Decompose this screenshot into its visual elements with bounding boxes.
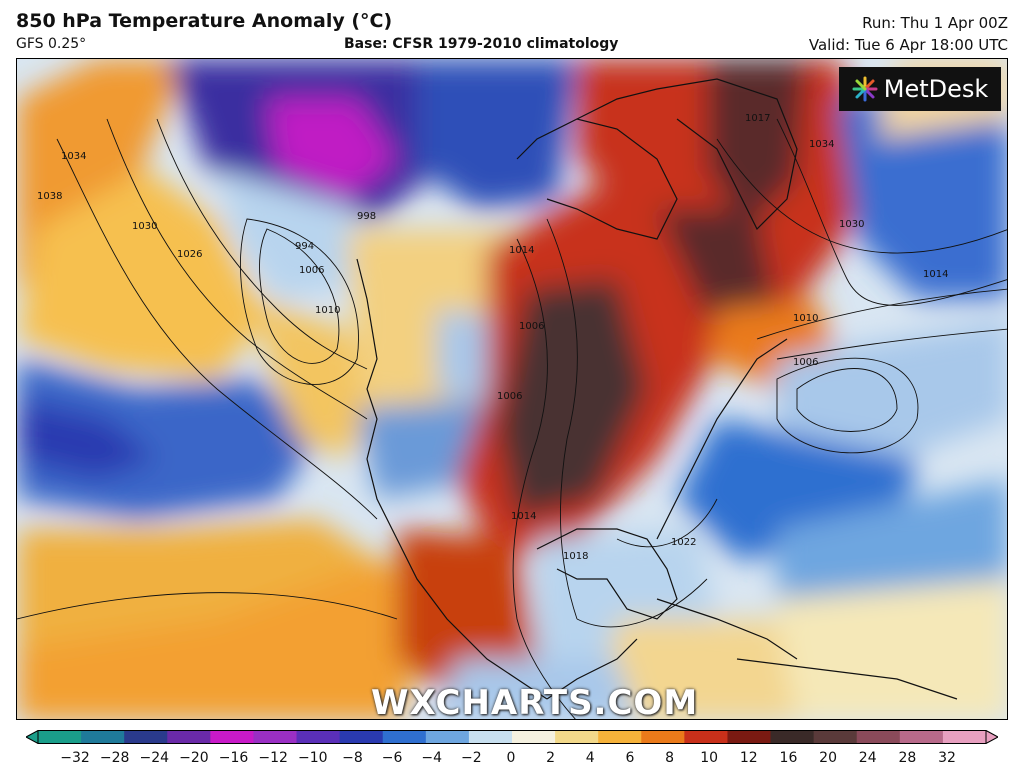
isobar-label: 994 bbox=[295, 241, 314, 252]
model-label: GFS 0.25° bbox=[16, 36, 87, 52]
colorbar-cell bbox=[555, 730, 599, 744]
colorbar-tick-label: −10 bbox=[298, 750, 328, 766]
colorbar-tick-label: −28 bbox=[99, 750, 130, 766]
colorbar-cell bbox=[727, 730, 772, 744]
colorbar-tick-label: −6 bbox=[381, 750, 403, 766]
temperature-anomaly-field: 994 998 1006 1010 1026 1030 1034 1038 10… bbox=[17, 59, 1007, 719]
colorbar-tick-label: 10 bbox=[700, 750, 719, 766]
colorbar-cell bbox=[942, 730, 987, 744]
run-label: Run: Thu 1 Apr 00Z bbox=[862, 14, 1008, 32]
colorbar-min-arrow bbox=[26, 730, 39, 744]
colorbar-tick-label: 32 bbox=[938, 750, 956, 766]
isobar-label: 1014 bbox=[509, 245, 534, 256]
isobar-label: 1026 bbox=[177, 249, 202, 260]
colorbar-max-arrow bbox=[985, 730, 998, 744]
colorbar-cell bbox=[813, 730, 858, 744]
isobar-label: 1018 bbox=[563, 551, 588, 562]
isobar-label: 1010 bbox=[315, 305, 340, 316]
isobar-label: 1014 bbox=[511, 511, 536, 522]
colorbar-cell bbox=[81, 730, 125, 744]
starburst-icon bbox=[852, 76, 878, 102]
isobar-label: 1030 bbox=[839, 219, 864, 230]
colorbar-tick-label: −4 bbox=[421, 750, 443, 766]
isobar-label: 998 bbox=[357, 211, 376, 222]
metdesk-logo: MetDesk bbox=[839, 67, 1001, 111]
isobar-label: 1006 bbox=[793, 357, 818, 368]
colorbar-tick-label: 28 bbox=[898, 750, 917, 766]
colorbar-cell bbox=[512, 730, 556, 744]
colorbar-cell bbox=[167, 730, 211, 744]
colorbar-tick-label: 24 bbox=[858, 750, 877, 766]
isobar-label: 1006 bbox=[497, 391, 522, 402]
colorbar-ticks: −32 −28 −24 −20 −16 −12 −10 −8 −6 −4 −2 0 2 4 6 8 10 12 16… bbox=[0, 750, 1024, 770]
isobar-label: 1006 bbox=[299, 265, 324, 276]
colorbar-tick-label: −12 bbox=[258, 750, 288, 766]
logo-text: MetDesk bbox=[883, 75, 989, 103]
colorbar-cell bbox=[382, 730, 427, 744]
watermark: WXCHARTS.COM bbox=[371, 683, 699, 720]
colorbar-tick-label: −24 bbox=[139, 750, 170, 766]
climatology-label: Base: CFSR 1979-2010 climatology bbox=[344, 36, 619, 52]
isobar-label: 1014 bbox=[923, 269, 948, 280]
isobar-label: 1017 bbox=[745, 113, 770, 124]
colorbar-tick-label: −32 bbox=[60, 750, 90, 766]
colorbar-tick-label: 20 bbox=[819, 750, 837, 766]
colorbar-cell bbox=[641, 730, 685, 744]
colorbar-tick-label: 6 bbox=[625, 750, 635, 766]
colorbar-tick-label: 2 bbox=[546, 750, 556, 766]
colorbar-cell bbox=[899, 730, 944, 744]
isobar-label: 1022 bbox=[671, 537, 696, 548]
colorbar-cell bbox=[684, 730, 728, 744]
colorbar-tick-label: 8 bbox=[665, 750, 674, 766]
colorbar-tick-label: −2 bbox=[461, 750, 482, 766]
colorbar-cell bbox=[210, 730, 254, 744]
colorbar-cell bbox=[468, 730, 513, 744]
colorbar-tick-label: 0 bbox=[506, 750, 516, 766]
colorbar-tick-label: 4 bbox=[585, 750, 595, 766]
isobar-label: 1034 bbox=[61, 151, 86, 162]
colorbar-cell bbox=[425, 730, 470, 744]
colorbar-cell bbox=[38, 730, 82, 744]
colorbar-tick-label: −20 bbox=[179, 750, 209, 766]
colorbar bbox=[26, 730, 998, 744]
isobar-label: 1030 bbox=[132, 221, 157, 232]
colorbar-cell bbox=[124, 730, 168, 744]
anomaly-map: 994 998 1006 1010 1026 1030 1034 1038 10… bbox=[16, 58, 1008, 720]
colorbar-cell bbox=[296, 730, 341, 744]
colorbar-tick-label: 16 bbox=[779, 750, 798, 766]
colorbar-cell bbox=[253, 730, 298, 744]
colorbar-cell bbox=[339, 730, 384, 744]
isobar-label: 1034 bbox=[809, 139, 834, 150]
colorbar-tick-label: −16 bbox=[218, 750, 249, 766]
chart-title: 850 hPa Temperature Anomaly (°C) bbox=[16, 10, 393, 32]
valid-label: Valid: Tue 6 Apr 18:00 UTC bbox=[808, 36, 1008, 54]
colorbar-cell bbox=[598, 730, 642, 744]
colorbar-tick-label: 12 bbox=[739, 750, 758, 766]
colorbar-cell bbox=[770, 730, 815, 744]
colorbar-cell bbox=[856, 730, 901, 744]
isobar-label: 1006 bbox=[519, 321, 544, 332]
isobar-label: 1010 bbox=[793, 313, 818, 324]
isobar-label: 1038 bbox=[37, 191, 62, 202]
colorbar-tick-label: −8 bbox=[342, 750, 363, 766]
